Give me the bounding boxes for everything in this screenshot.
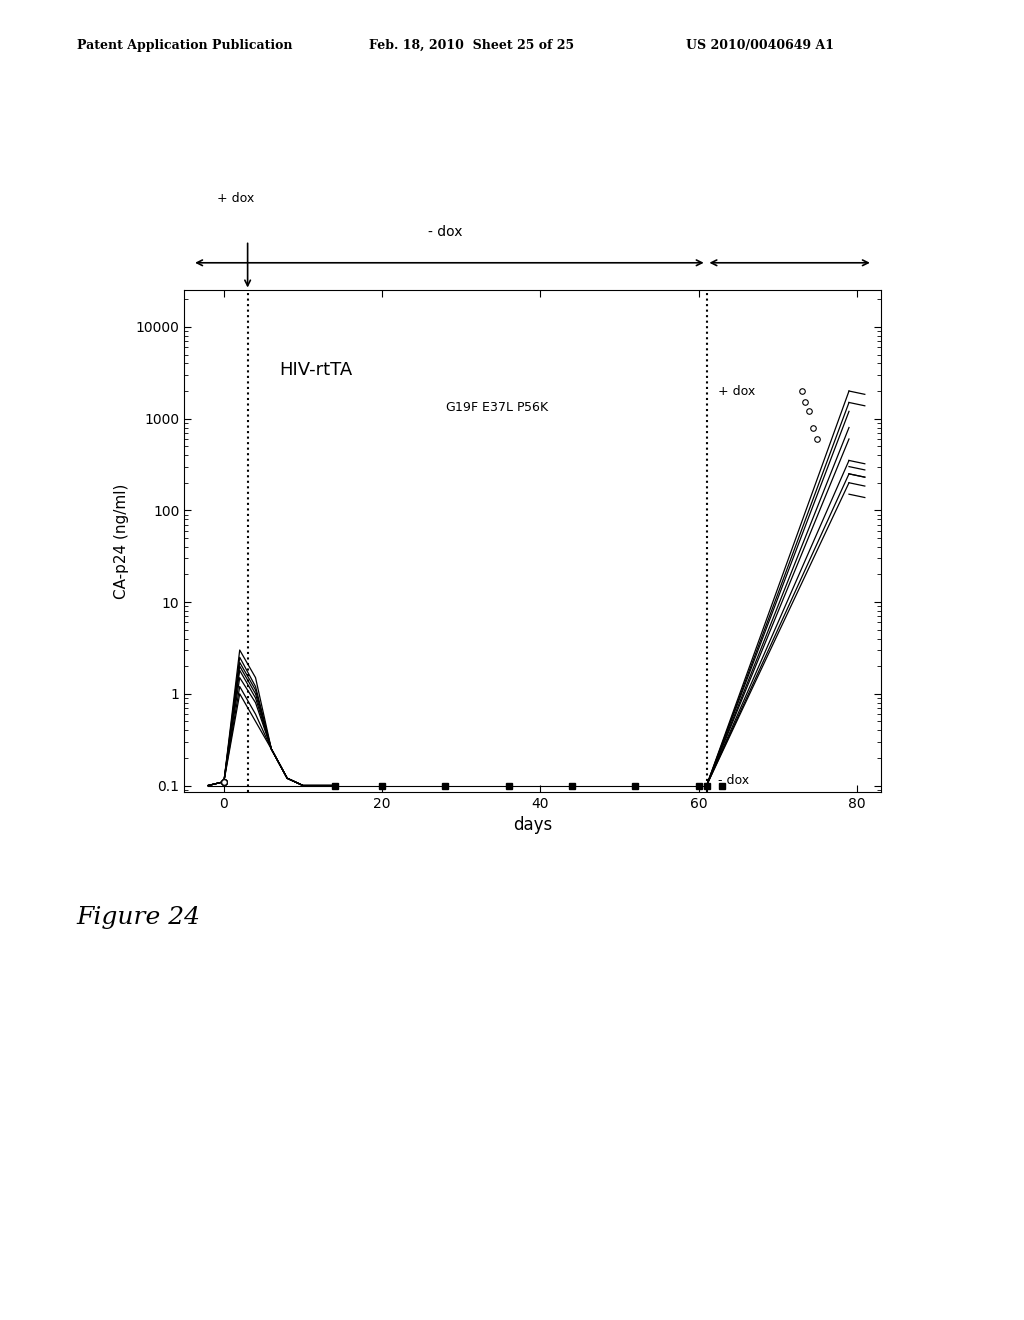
Text: US 2010/0040649 A1: US 2010/0040649 A1 <box>686 38 835 51</box>
Text: + dox: + dox <box>719 385 756 399</box>
Text: Figure 24: Figure 24 <box>77 906 201 929</box>
Y-axis label: CA-p24 (ng/ml): CA-p24 (ng/ml) <box>114 483 129 599</box>
Text: Feb. 18, 2010  Sheet 25 of 25: Feb. 18, 2010 Sheet 25 of 25 <box>369 38 573 51</box>
Text: - dox: - dox <box>428 226 463 239</box>
Text: Patent Application Publication: Patent Application Publication <box>77 38 292 51</box>
Text: $\mathregular{G19F}$ $\mathregular{E37L}$ $\mathregular{P56K}$: $\mathregular{G19F}$ $\mathregular{E37L}… <box>445 401 551 414</box>
X-axis label: days: days <box>513 816 552 834</box>
Text: + dox: + dox <box>217 191 254 205</box>
Text: HIV-rtTA: HIV-rtTA <box>280 360 352 379</box>
Text: - dox: - dox <box>719 774 750 787</box>
